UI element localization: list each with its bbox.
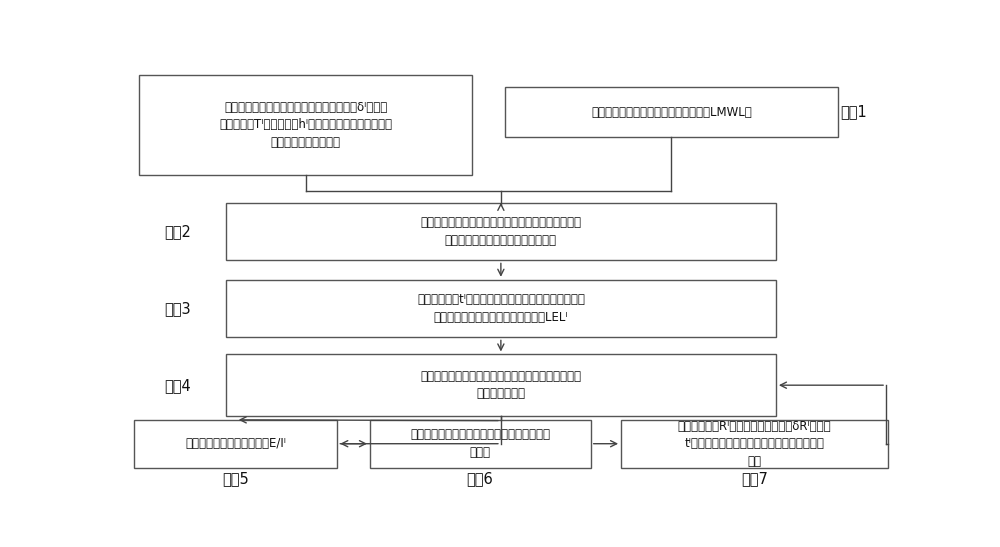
Text: 步骤6: 步骤6 [467, 471, 493, 486]
FancyBboxPatch shape [621, 420, 888, 468]
FancyBboxPatch shape [226, 354, 776, 416]
Text: 步骤5: 步骤5 [222, 471, 249, 486]
FancyBboxPatch shape [226, 280, 776, 337]
FancyBboxPatch shape [505, 87, 838, 137]
Text: 步骤7: 步骤7 [742, 471, 769, 486]
FancyBboxPatch shape [134, 420, 337, 468]
Text: 步骤4: 步骤4 [164, 377, 191, 393]
FancyBboxPatch shape [226, 203, 776, 260]
Text: 构建研究区域的大气氢氧同位素降水线LMWL；: 构建研究区域的大气氢氧同位素降水线LMWL； [591, 106, 752, 119]
FancyBboxPatch shape [370, 420, 591, 468]
Text: 湖泊蜀发量占入流量的比例E/Iᴵ: 湖泊蜀发量占入流量的比例E/Iᴵ [185, 437, 286, 450]
Text: 还原湖泊水量在未经历蜀发同位素分馏阶段情景下的
氢氧同位素丰度: 还原湖泊水量在未经历蜀发同位素分馏阶段情景下的 氢氧同位素丰度 [420, 370, 581, 400]
Text: 对研究区域的月降水氢氧同位素的各月加权平均丰度
进行月降水量和月蜀发量加权处理。: 对研究区域的月降水氢氧同位素的各月加权平均丰度 进行月降水量和月蜀发量加权处理。 [420, 216, 581, 247]
Text: 湖泊入流水量Rᴵ及对应的同位素丰度δRᴵ随时间
tᴵ变化过程线，综合分析湖泊入流水源的变化
情况: 湖泊入流水量Rᴵ及对应的同位素丰度δRᴵ随时间 tᴵ变化过程线，综合分析湖泊入流… [678, 420, 832, 468]
Text: 计算各个时刻tᴵ蜀发平衡与极限状态下的氢氧同位素丰
度理论值，构建湖泊动态蜀发过程线LELᴵ: 计算各个时刻tᴵ蜀发平衡与极限状态下的氢氧同位素丰 度理论值，构建湖泊动态蜀发过… [417, 293, 585, 324]
Text: 步骤3: 步骤3 [164, 301, 191, 316]
FancyBboxPatch shape [139, 75, 472, 175]
Text: 采集湖水样品，并测定湖水氢氧同位素丰度δᴵ及湖泊
表面的气温Tᴵ、相对湿度hᴵ；收集湖泊所处地区的逐日
降水量与蜀发量资料。: 采集湖水样品，并测定湖水氢氧同位素丰度δᴵ及湖泊 表面的气温Tᴵ、相对湿度hᴵ；… [219, 101, 392, 149]
Text: 步骤2: 步骤2 [164, 224, 191, 238]
Text: 分割湖泊补给水源与消耗蜀发项的水量及同位
素丰度: 分割湖泊补给水源与消耗蜀发项的水量及同位 素丰度 [410, 428, 550, 459]
Text: 步骤1: 步骤1 [840, 104, 867, 119]
